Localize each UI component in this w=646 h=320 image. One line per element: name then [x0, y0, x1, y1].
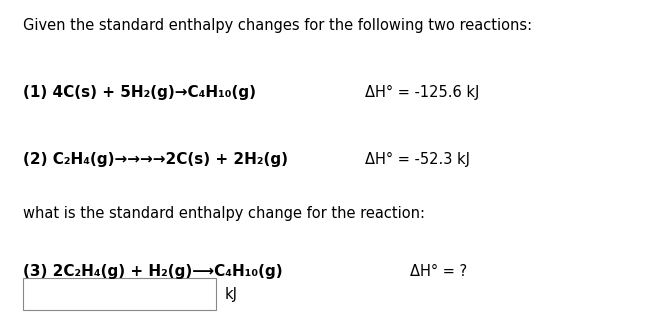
FancyBboxPatch shape [23, 278, 216, 310]
Text: Given the standard enthalpy changes for the following two reactions:: Given the standard enthalpy changes for … [23, 18, 532, 33]
Text: kJ: kJ [224, 287, 237, 302]
Text: ΔH° = -125.6 kJ: ΔH° = -125.6 kJ [365, 85, 479, 100]
Text: (1) 4C(s) + 5H₂(g)→C₄H₁₀(g): (1) 4C(s) + 5H₂(g)→C₄H₁₀(g) [23, 85, 256, 100]
Text: ΔH° = ?: ΔH° = ? [410, 264, 467, 279]
Text: (2) C₂H₄(g)→→→→2C(s) + 2H₂(g): (2) C₂H₄(g)→→→→2C(s) + 2H₂(g) [23, 152, 287, 167]
Text: what is the standard enthalpy change for the reaction:: what is the standard enthalpy change for… [23, 206, 424, 221]
Text: (3) 2C₂H₄(g) + H₂(g)⟶C₄H₁₀(g): (3) 2C₂H₄(g) + H₂(g)⟶C₄H₁₀(g) [23, 264, 282, 279]
Text: ΔH° = -52.3 kJ: ΔH° = -52.3 kJ [365, 152, 470, 167]
